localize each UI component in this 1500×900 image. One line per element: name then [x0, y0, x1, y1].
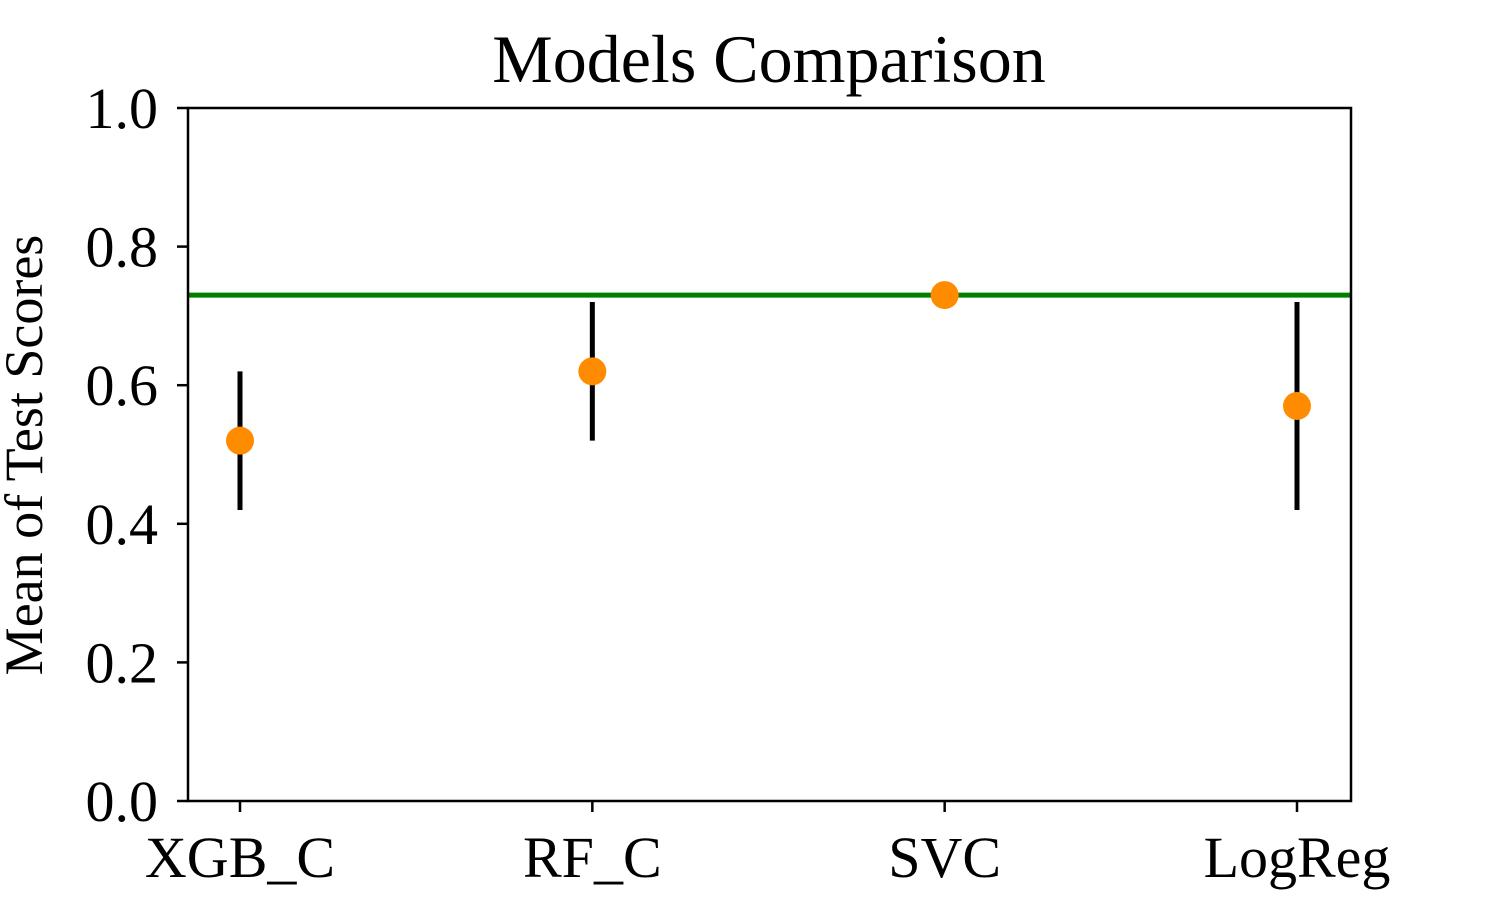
x-tick-label-2: SVC — [888, 825, 1001, 890]
data-point-2 — [930, 281, 959, 310]
y-tick-label-3: 0.6 — [86, 353, 159, 418]
data-point-3 — [1283, 391, 1311, 420]
y-tick-label-4: 0.8 — [86, 215, 159, 280]
y-tick-label-2: 0.4 — [86, 492, 159, 557]
x-tick-label-3: LogReg — [1204, 825, 1391, 890]
chart-title: Models Comparison — [492, 21, 1045, 97]
plot-area: 0.0 0.2 0.4 0.6 0.8 1.0 XGB_C RF_C SVC LogReg — [86, 76, 1391, 890]
axes-frame — [186, 106, 1353, 803]
y-axis-label: Mean of Test Scores — [0, 235, 54, 676]
x-tick-label-0: XGB_C — [145, 825, 335, 890]
y-tick-label-1: 0.2 — [86, 630, 159, 695]
data-point-0 — [226, 426, 254, 455]
y-tick-label-0: 0.0 — [86, 769, 159, 834]
y-tick-label-5: 1.0 — [86, 76, 159, 141]
x-tick-label-1: RF_C — [523, 825, 662, 890]
data-point-1 — [578, 357, 607, 386]
